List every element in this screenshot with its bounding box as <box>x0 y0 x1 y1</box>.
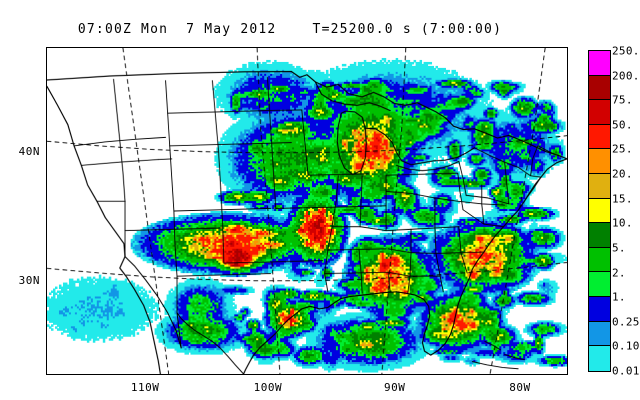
colorbar-label-010: 0.10 <box>612 339 640 353</box>
colorbar-band-8 <box>589 247 610 273</box>
precipitation-colorbar <box>588 50 611 372</box>
colorbar-label-20: 20. <box>612 167 633 181</box>
colorbar-band-1 <box>589 75 610 101</box>
colorbar-label-10: 10. <box>612 216 633 230</box>
colorbar-band-3 <box>589 124 610 150</box>
colorbar-band-12 <box>589 346 610 371</box>
colorbar-label-75: 75. <box>612 93 633 107</box>
precipitation-map <box>47 48 567 374</box>
lon-tick-100w: 100W <box>253 381 283 394</box>
colorbar-band-6 <box>589 198 610 224</box>
colorbar-label-50: 50. <box>612 118 633 132</box>
lon-tick-110w: 110W <box>130 381 160 394</box>
colorbar-tick-labels: 250. 200. 75. 50. 25. 20. 15. 10. 5. 2. 1. 0.25 0.10… <box>612 45 640 378</box>
colorbar-label-15: 15. <box>612 192 633 206</box>
lat-tick-30n: 30N <box>18 273 40 287</box>
map-plot-frame <box>46 47 568 375</box>
colorbar-band-2 <box>589 100 610 125</box>
colorbar-band-4 <box>589 149 610 175</box>
colorbar-label-2: 2. <box>612 266 626 280</box>
colorbar-label-250: 250. <box>612 44 640 58</box>
colorbar-label-200: 200. <box>612 69 640 83</box>
colorbar-label-25: 25. <box>612 142 633 156</box>
colorbar-band-11 <box>589 321 610 347</box>
colorbar-label-5: 5. <box>612 241 626 255</box>
colorbar-band-7 <box>589 223 610 248</box>
colorbar-band-0 <box>589 51 610 76</box>
colorbar-band-9 <box>589 272 610 298</box>
lon-tick-80w: 80W <box>509 381 531 394</box>
lon-tick-90w: 90W <box>384 381 406 394</box>
lat-tick-40n: 40N <box>18 144 40 158</box>
colorbar-label-025: 0.25 <box>612 315 640 329</box>
colorbar-band-10 <box>589 297 610 322</box>
colorbar-label-1: 1. <box>612 290 626 304</box>
colorbar-band-5 <box>589 174 610 199</box>
colorbar-label-bottom: 0.01 <box>612 364 640 378</box>
page-title: 07:00Z Mon 7 May 2012 T=25200.0 s (7:00:… <box>77 22 503 37</box>
